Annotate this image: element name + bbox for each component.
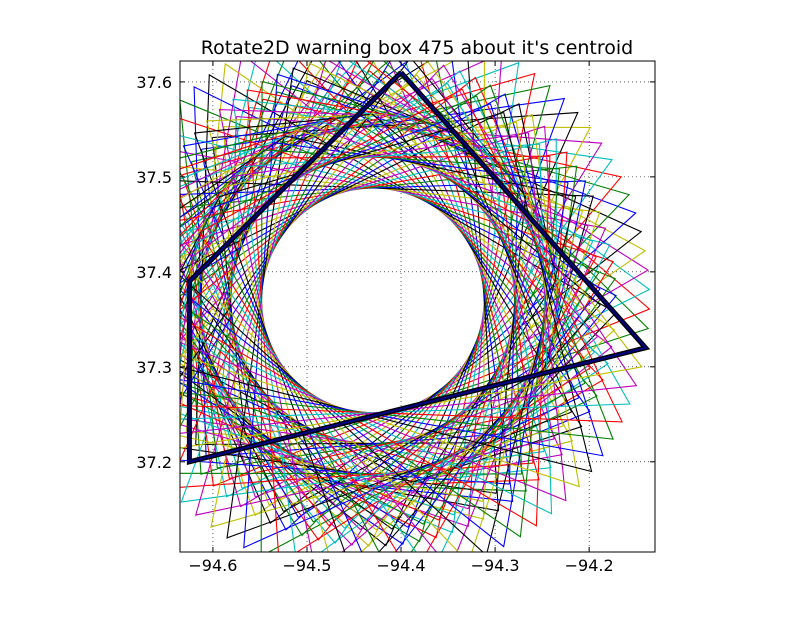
y-tick-label: 37.3 <box>136 358 172 377</box>
x-tick-label: −94.6 <box>188 556 237 575</box>
x-tick-label: −94.4 <box>377 556 426 575</box>
plot-frame <box>179 60 656 553</box>
y-tick-label: 37.5 <box>136 168 172 187</box>
y-tick-label: 37.4 <box>136 263 172 282</box>
x-tick-label: −94.2 <box>565 556 614 575</box>
x-tick-label: −94.5 <box>282 556 331 575</box>
original-polygon-group <box>186 70 651 465</box>
chart-title: Rotate2D warning box 475 about it's cent… <box>201 37 634 59</box>
axis-ticks: −94.6 −94.5 −94.4 −94.3 −94.2 37.2 37.3 37.4 37.… <box>136 61 655 575</box>
y-tick-label: 37.6 <box>136 73 172 92</box>
original-polygon-line <box>188 71 648 464</box>
x-tick-label: −94.3 <box>471 556 520 575</box>
y-tick-label: 37.2 <box>136 453 172 472</box>
rotated-polygons <box>180 61 651 552</box>
